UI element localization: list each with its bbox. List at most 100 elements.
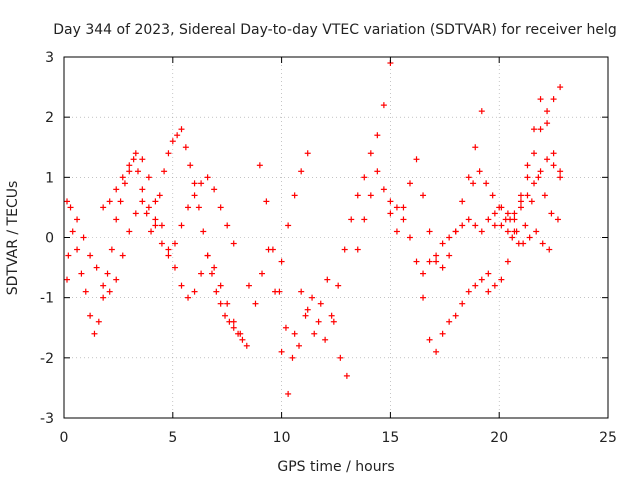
data-point: [478, 228, 485, 235]
data-point: [433, 348, 440, 355]
data-point: [446, 318, 453, 325]
data-point: [498, 222, 505, 229]
data-point: [217, 204, 224, 211]
data-point: [64, 198, 70, 205]
data-point: [119, 252, 126, 259]
data-point: [548, 210, 555, 217]
data-point: [387, 210, 394, 217]
data-point: [134, 168, 141, 175]
data-point: [406, 180, 413, 187]
data-point: [393, 228, 400, 235]
data-point: [213, 288, 220, 295]
data-point: [413, 258, 420, 265]
data-point: [472, 222, 479, 229]
data-point: [78, 270, 85, 277]
data-point: [143, 210, 150, 217]
data-point: [217, 282, 224, 289]
data-point: [439, 264, 446, 271]
data-point: [485, 270, 492, 277]
data-point: [104, 270, 111, 277]
data-point: [222, 312, 229, 319]
data-point: [550, 150, 557, 157]
data-point: [465, 216, 472, 223]
data-point: [296, 342, 303, 349]
data-point: [496, 204, 503, 211]
data-point: [522, 222, 529, 229]
data-point: [158, 240, 165, 247]
data-point: [67, 204, 74, 211]
data-point: [531, 150, 538, 157]
data-point: [491, 210, 498, 217]
data-point: [535, 174, 542, 181]
data-point: [298, 288, 305, 295]
data-point: [230, 318, 237, 325]
data-point: [341, 246, 348, 253]
data-point: [498, 276, 505, 283]
data-point: [100, 204, 107, 211]
data-point: [537, 96, 544, 103]
data-point: [171, 240, 178, 247]
data-point: [367, 192, 374, 199]
data-point: [259, 270, 266, 277]
x-axis-label: GPS time / hours: [277, 459, 394, 475]
x-tick-label: 5: [168, 430, 177, 446]
data-point: [278, 258, 285, 265]
data-point: [478, 108, 485, 115]
data-point: [69, 228, 76, 235]
data-point: [317, 300, 324, 307]
data-point: [106, 288, 113, 295]
data-point: [204, 252, 211, 259]
data-point: [330, 318, 337, 325]
data-point: [539, 240, 546, 247]
series-sat-d: [256, 60, 394, 361]
data-point: [459, 198, 466, 205]
series-sat-k: [485, 96, 564, 295]
data-point: [517, 204, 524, 211]
data-point: [517, 198, 524, 205]
series-sat-g: [354, 108, 485, 271]
data-point: [491, 222, 498, 229]
data-point: [252, 300, 259, 307]
data-point: [272, 288, 279, 295]
data-point: [537, 168, 544, 175]
data-point: [489, 192, 496, 199]
data-point: [361, 216, 368, 223]
series-sat-a: [64, 126, 250, 349]
data-point: [208, 270, 215, 277]
data-point: [230, 240, 237, 247]
series-sat-f: [278, 150, 311, 265]
data-point: [504, 258, 511, 265]
data-point: [239, 336, 246, 343]
data-point: [169, 138, 176, 145]
data-point: [158, 222, 165, 229]
data-point: [80, 234, 87, 241]
data-point: [191, 180, 198, 187]
data-point: [198, 270, 205, 277]
data-point: [145, 174, 152, 181]
data-point: [211, 186, 218, 193]
data-point: [367, 150, 374, 157]
data-point: [335, 282, 342, 289]
data-point: [152, 216, 159, 223]
data-point: [557, 174, 564, 181]
data-point: [309, 294, 316, 301]
series-sat-e: [245, 246, 350, 397]
data-point: [126, 168, 133, 175]
data-point: [420, 294, 427, 301]
data-point: [541, 192, 548, 199]
data-point: [557, 168, 564, 175]
y-axis-label: SDTVAR / TECUs: [5, 181, 21, 296]
data-point: [87, 312, 94, 319]
data-point: [152, 198, 159, 205]
y-tick-label: 1: [45, 170, 54, 186]
data-point: [195, 204, 202, 211]
data-point: [117, 198, 124, 205]
data-point: [400, 204, 407, 211]
data-point: [187, 162, 194, 169]
data-point: [74, 246, 81, 253]
series-sat-l: [507, 216, 553, 253]
x-tick-label: 20: [490, 430, 508, 446]
data-point: [82, 288, 89, 295]
data-point: [433, 252, 440, 259]
x-tick-label: 25: [599, 430, 617, 446]
